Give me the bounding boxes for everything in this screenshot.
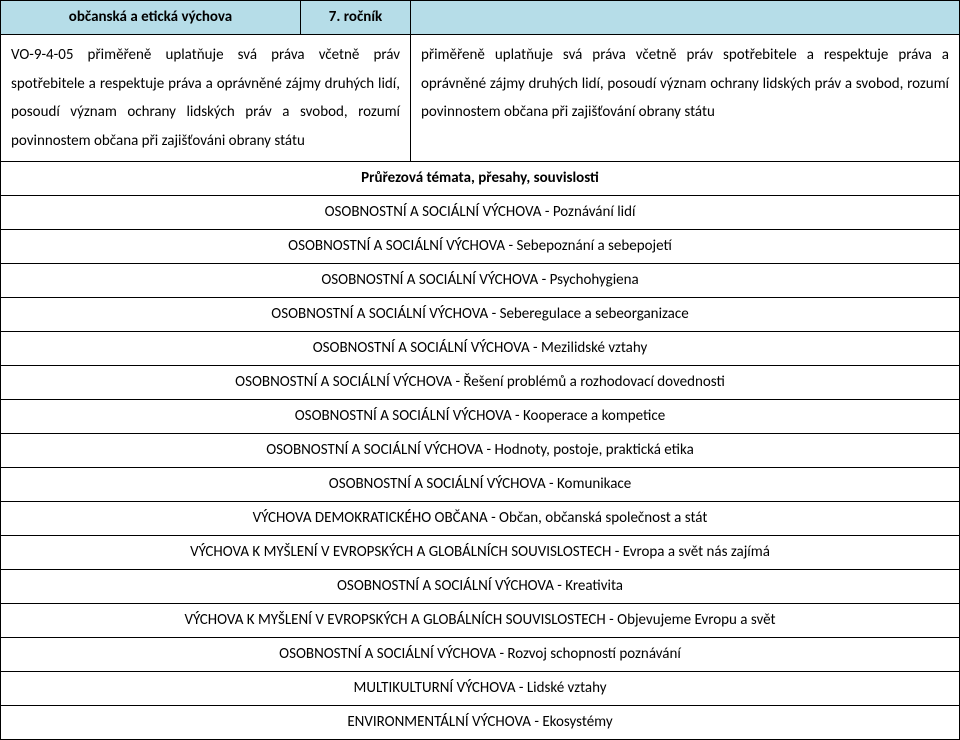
list-row: OSOBNOSTNÍ A SOCIÁLNÍ VÝCHOVA - Poznáván… <box>1 196 960 230</box>
topic-item: VÝCHOVA K MYŠLENÍ V EVROPSKÝCH A GLOBÁLN… <box>1 536 960 570</box>
topic-item: OSOBNOSTNÍ A SOCIÁLNÍ VÝCHOVA - Sebepozn… <box>1 230 960 264</box>
topic-item: OSOBNOSTNÍ A SOCIÁLNÍ VÝCHOVA - Kreativi… <box>1 570 960 604</box>
outcome-right: přiměřeně uplatňuje svá práva včetně prá… <box>411 35 960 162</box>
list-row: VÝCHOVA K MYŠLENÍ V EVROPSKÝCH A GLOBÁLN… <box>1 604 960 638</box>
section-title-row: Průřezová témata, přesahy, souvislosti <box>1 162 960 196</box>
list-row: OSOBNOSTNÍ A SOCIÁLNÍ VÝCHOVA - Komunika… <box>1 468 960 502</box>
list-row: VÝCHOVA K MYŠLENÍ V EVROPSKÝCH A GLOBÁLN… <box>1 536 960 570</box>
list-row: OSOBNOSTNÍ A SOCIÁLNÍ VÝCHOVA - Rozvoj s… <box>1 638 960 672</box>
list-row: OSOBNOSTNÍ A SOCIÁLNÍ VÝCHOVA - Psychohy… <box>1 264 960 298</box>
topic-item: MULTIKULTURNÍ VÝCHOVA - Lidské vztahy <box>1 672 960 706</box>
list-row: ENVIRONMENTÁLNÍ VÝCHOVA - Ekosystémy <box>1 706 960 740</box>
content-row: VO-9-4-05 přiměřeně uplatňuje svá práva … <box>1 35 960 162</box>
topic-item: ENVIRONMENTÁLNÍ VÝCHOVA - Ekosystémy <box>1 706 960 740</box>
list-row: OSOBNOSTNÍ A SOCIÁLNÍ VÝCHOVA - Mezilids… <box>1 332 960 366</box>
table-header-row: občanská a etická výchova 7. ročník <box>1 1 960 35</box>
list-row: MULTIKULTURNÍ VÝCHOVA - Lidské vztahy <box>1 672 960 706</box>
curriculum-table: občanská a etická výchova 7. ročník VO-9… <box>0 0 960 740</box>
list-row: OSOBNOSTNÍ A SOCIÁLNÍ VÝCHOVA - Kooperac… <box>1 400 960 434</box>
blank-header <box>411 1 960 35</box>
outcome-left: VO-9-4-05 přiměřeně uplatňuje svá práva … <box>1 35 411 162</box>
list-row: OSOBNOSTNÍ A SOCIÁLNÍ VÝCHOVA - Kreativi… <box>1 570 960 604</box>
list-row: OSOBNOSTNÍ A SOCIÁLNÍ VÝCHOVA - Seberegu… <box>1 298 960 332</box>
topic-item: OSOBNOSTNÍ A SOCIÁLNÍ VÝCHOVA - Seberegu… <box>1 298 960 332</box>
subject-header: občanská a etická výchova <box>1 1 301 35</box>
section-title: Průřezová témata, přesahy, souvislosti <box>1 162 960 196</box>
topic-item: OSOBNOSTNÍ A SOCIÁLNÍ VÝCHOVA - Mezilids… <box>1 332 960 366</box>
list-row: OSOBNOSTNÍ A SOCIÁLNÍ VÝCHOVA - Hodnoty,… <box>1 434 960 468</box>
topic-item: VÝCHOVA K MYŠLENÍ V EVROPSKÝCH A GLOBÁLN… <box>1 604 960 638</box>
topic-item: OSOBNOSTNÍ A SOCIÁLNÍ VÝCHOVA - Rozvoj s… <box>1 638 960 672</box>
list-row: VÝCHOVA DEMOKRATICKÉHO OBČANA - Občan, o… <box>1 502 960 536</box>
topic-item: VÝCHOVA DEMOKRATICKÉHO OBČANA - Občan, o… <box>1 502 960 536</box>
list-row: OSOBNOSTNÍ A SOCIÁLNÍ VÝCHOVA - Řešení p… <box>1 366 960 400</box>
grade-header: 7. ročník <box>301 1 411 35</box>
topic-item: OSOBNOSTNÍ A SOCIÁLNÍ VÝCHOVA - Hodnoty,… <box>1 434 960 468</box>
topic-item: OSOBNOSTNÍ A SOCIÁLNÍ VÝCHOVA - Řešení p… <box>1 366 960 400</box>
topic-item: OSOBNOSTNÍ A SOCIÁLNÍ VÝCHOVA - Komunika… <box>1 468 960 502</box>
topic-item: OSOBNOSTNÍ A SOCIÁLNÍ VÝCHOVA - Poznáván… <box>1 196 960 230</box>
list-row: OSOBNOSTNÍ A SOCIÁLNÍ VÝCHOVA - Sebepozn… <box>1 230 960 264</box>
topic-item: OSOBNOSTNÍ A SOCIÁLNÍ VÝCHOVA - Psychohy… <box>1 264 960 298</box>
topic-item: OSOBNOSTNÍ A SOCIÁLNÍ VÝCHOVA - Kooperac… <box>1 400 960 434</box>
